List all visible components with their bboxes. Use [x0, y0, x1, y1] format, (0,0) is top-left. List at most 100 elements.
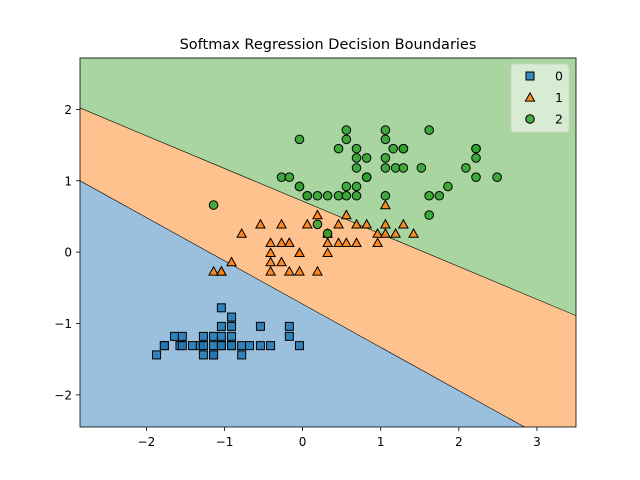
data-point-class-1: [301, 218, 313, 229]
data-point-class-0: [177, 331, 187, 341]
y-tick-label: 2: [64, 103, 72, 117]
legend-label-class-1: 1: [555, 90, 563, 105]
data-point-class-1: [236, 227, 248, 238]
data-point-class-0: [237, 350, 247, 360]
data-point-class-0: [227, 321, 237, 331]
data-point-class-0: [284, 331, 294, 341]
data-point-class-0: [284, 321, 294, 331]
data-point-class-0: [187, 341, 197, 351]
data-point-class-2: [361, 172, 372, 182]
data-point-class-2: [351, 153, 362, 163]
x-tick-label: 3: [533, 435, 541, 449]
data-point-class-0: [209, 341, 219, 351]
data-point-class-2: [294, 181, 305, 192]
data-point-class-1: [312, 209, 323, 220]
plot-area: [80, 58, 576, 427]
data-point-class-1: [276, 218, 287, 229]
data-point-class-2: [312, 190, 323, 201]
data-point-class-1: [361, 218, 373, 229]
data-point-class-2: [380, 134, 391, 145]
data-point-class-0: [209, 350, 219, 360]
data-point-class-1: [283, 265, 295, 276]
data-point-class-0: [216, 321, 226, 331]
data-point-class-1: [333, 218, 344, 229]
series-class-2: [208, 125, 502, 239]
x-tick-label: −1: [216, 435, 234, 449]
data-point-class-0: [177, 341, 187, 351]
data-point-class-1: [294, 265, 305, 276]
plot-frame: [79, 57, 577, 428]
data-point-class-1: [390, 227, 402, 238]
data-point-class-2: [361, 153, 372, 163]
data-point-class-2: [398, 163, 409, 173]
data-point-class-1: [312, 265, 323, 276]
data-point-class-2: [434, 190, 445, 201]
data-point-class-2: [302, 190, 313, 201]
data-point-class-1: [283, 237, 295, 248]
data-point-class-0: [216, 303, 226, 313]
data-point-class-0: [198, 341, 208, 351]
data-point-class-1: [397, 218, 409, 229]
data-point-class-2: [471, 143, 481, 154]
data-point-class-2: [322, 190, 333, 201]
data-point-class-0: [159, 341, 169, 351]
plot-content: [80, 58, 576, 427]
data-point-class-2: [443, 181, 453, 192]
data-point-class-2: [341, 134, 352, 145]
data-point-class-1: [340, 209, 352, 220]
data-point-class-0: [216, 341, 226, 351]
data-point-class-0: [152, 350, 162, 360]
legend-marker-class-0: [525, 71, 535, 81]
y-tick-label: 0: [64, 246, 72, 260]
y-tick-label: −2: [54, 388, 72, 402]
data-point-class-1: [276, 256, 287, 267]
data-point-class-0: [266, 341, 276, 351]
data-point-class-2: [341, 190, 352, 201]
legend-label-class-2: 2: [555, 112, 563, 127]
data-point-class-2: [208, 200, 219, 210]
data-point-class-1: [351, 218, 362, 229]
data-point-class-0: [170, 331, 180, 341]
legend-marker-class-1: [524, 91, 536, 102]
legend-marker-class-2: [525, 114, 535, 124]
legend: 0 1 2: [510, 63, 570, 133]
data-point-class-2: [424, 210, 434, 220]
data-point-class-0: [255, 321, 265, 331]
data-point-class-0: [198, 350, 208, 360]
data-point-class-0: [198, 331, 208, 341]
data-point-class-2: [341, 181, 352, 192]
data-point-class-2: [424, 190, 434, 201]
data-point-class-1: [379, 227, 391, 238]
data-point-class-1: [333, 237, 344, 248]
data-point-class-1: [226, 256, 237, 267]
data-point-class-2: [388, 143, 399, 154]
legend-label-class-0: 0: [555, 69, 563, 84]
data-point-class-1: [276, 237, 287, 248]
axes: −2 −1 0 1 2 3 −2 −1 0 1 2: [54, 57, 577, 449]
data-point-class-0: [244, 341, 254, 351]
x-tick-label: 2: [455, 435, 463, 449]
data-point-class-0: [255, 341, 265, 351]
y-tick-label: −1: [54, 317, 72, 331]
data-point-class-2: [492, 172, 502, 182]
x-tick-label: 1: [377, 435, 385, 449]
data-point-class-1: [351, 237, 362, 248]
data-point-class-2: [322, 228, 333, 239]
data-point-class-1: [265, 237, 277, 248]
data-point-class-1: [215, 265, 227, 276]
boundary-1-2-line: [80, 107, 576, 316]
data-point-class-2: [424, 125, 434, 135]
data-point-class-0: [227, 341, 237, 351]
data-point-class-2: [333, 143, 344, 154]
data-point-class-0: [237, 341, 247, 351]
data-point-class-1: [265, 265, 277, 276]
data-point-class-1: [208, 265, 220, 276]
x-tick-label: 0: [299, 435, 307, 449]
data-point-class-0: [227, 312, 237, 322]
data-point-class-2: [276, 172, 287, 182]
data-point-class-1: [408, 227, 419, 238]
data-point-class-2: [471, 172, 481, 182]
data-point-class-2: [312, 219, 323, 230]
data-point-class-1: [254, 218, 266, 229]
